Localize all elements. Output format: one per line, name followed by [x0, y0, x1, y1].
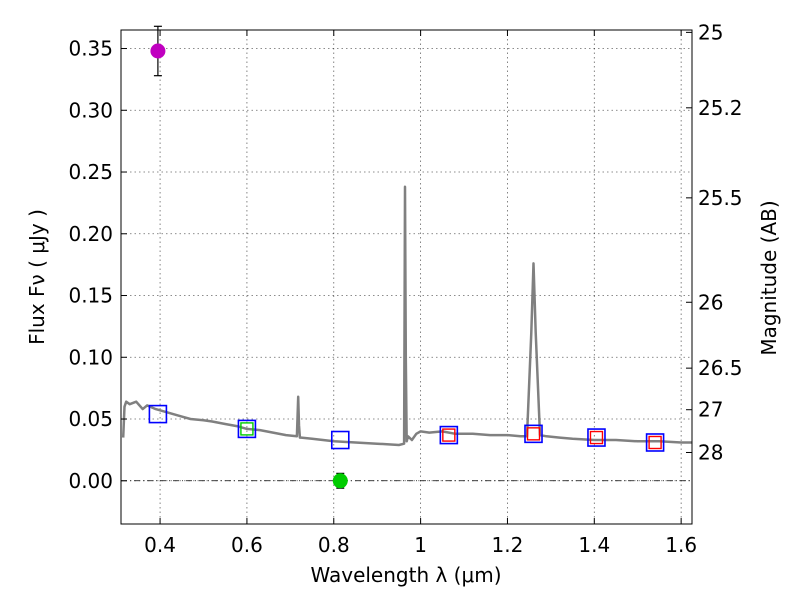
x-tick-label: 0.4	[144, 533, 176, 557]
plot-frame	[120, 29, 693, 525]
y-tick-label: 0.15	[68, 284, 113, 308]
x-tick-label: 0.8	[318, 533, 350, 557]
y-tick-label: 0.10	[68, 345, 113, 369]
model-photometry-square	[237, 419, 257, 439]
x-tick-label: 1	[414, 533, 427, 557]
y-tick-label: 0.20	[68, 222, 113, 246]
x-tick-label: 1.2	[492, 533, 524, 557]
y2-axis-label: Magnitude (AB)	[757, 200, 781, 355]
mag-tick-label: 25.2	[698, 96, 743, 120]
x-tick-label: 1.4	[578, 533, 610, 557]
y-axis-label: Flux Fν ( μJy )	[25, 209, 49, 345]
model-photometry-square	[524, 424, 543, 444]
y-tick-label: 0.05	[68, 407, 113, 431]
grid-lines	[121, 30, 692, 524]
model-photometry-square	[439, 425, 459, 445]
mag-tick-label: 25	[698, 20, 723, 44]
x-axis-label: Wavelength λ (μm)	[310, 563, 501, 587]
observed-photometry-square	[442, 428, 456, 442]
y-tick-label: 0.35	[68, 37, 113, 61]
x-tick-label: 0.6	[231, 533, 263, 557]
measurement-point	[150, 43, 166, 59]
mag-tick-label: 26.5	[698, 356, 743, 380]
observed-photometry-square	[648, 435, 662, 450]
model-photometry-square	[645, 433, 665, 452]
axis-ticks	[121, 30, 692, 524]
model-photometry-square	[148, 404, 168, 424]
mag-tick-label: 27	[698, 398, 723, 422]
y-tick-label: 0.30	[68, 98, 113, 122]
data-layer	[121, 25, 692, 489]
sed-template-line	[121, 185, 692, 447]
x-tick-label: 1.6	[665, 533, 697, 557]
mag-tick-label: 25.5	[698, 186, 743, 210]
measurement-point	[332, 473, 348, 489]
tick-labels: 0.4 0.6 0.8 1 1.2 1.4 1.6 0.00 0.05 0.10 0.15 0.20 0…	[68, 20, 742, 557]
observed-photometry-square	[589, 430, 604, 445]
observed-photometry-square	[526, 427, 541, 441]
y-tick-label: 0.00	[68, 469, 113, 493]
model-photometry-square	[587, 428, 606, 447]
y-tick-label: 0.25	[68, 160, 113, 184]
mag-tick-label: 26	[698, 290, 723, 314]
observed-photometry-square	[240, 422, 254, 436]
mag-tick-label: 28	[698, 440, 723, 464]
model-photometry-square	[330, 430, 350, 450]
